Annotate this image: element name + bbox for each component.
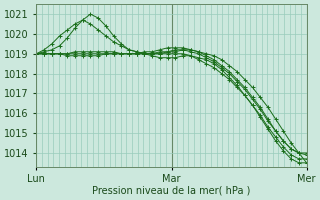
X-axis label: Pression niveau de la mer( hPa ): Pression niveau de la mer( hPa ) xyxy=(92,186,251,196)
